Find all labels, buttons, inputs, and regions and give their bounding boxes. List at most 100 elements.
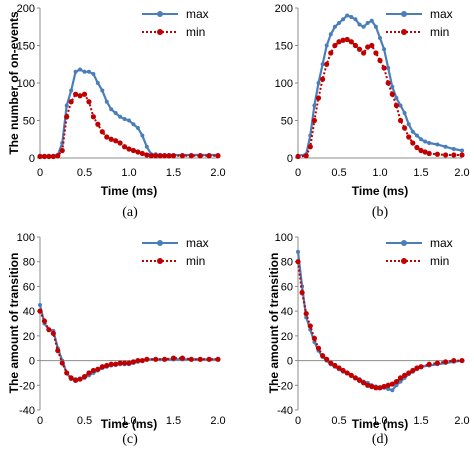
data-point-min [320,76,326,82]
data-point-min [99,129,105,135]
legend-marker-min [157,29,163,35]
data-point-max [122,117,127,121]
data-point-min [385,80,391,86]
data-point-min [426,361,432,367]
data-point-max [353,17,358,22]
data-point-min [188,153,194,159]
y-axis-title: The number of on-events [7,11,21,155]
data-point-max [135,126,140,130]
data-point-min [348,372,354,378]
data-point-max [38,302,42,307]
y-tick-label: 60 [281,281,293,293]
data-point-min [126,146,132,152]
data-point-min [153,153,159,159]
y-axis-title: The amount of transition [267,253,281,394]
data-point-min [77,376,83,382]
chart-panel-a: 0 50 100 150 200 0 0.5 1.0 1.5 2.0 Time (ms) The nu… [7,3,226,220]
data-point-min [393,378,399,385]
panel-caption: (b) [372,205,389,220]
legend-label-min: min [186,25,205,39]
data-point-min [389,381,395,387]
series-line-min [297,261,462,389]
y-tick-label: 200 [17,3,35,15]
data-point-min [307,323,313,329]
x-axis-title: Time (ms) [101,184,157,198]
data-point-min [340,37,346,43]
series-line-min [297,38,462,158]
data-point-max [78,67,83,72]
y-tick-label: 0 [287,356,293,368]
data-point-max [435,142,440,147]
data-point-min [46,327,52,333]
data-point-min [410,367,416,374]
y-tick-label: 80 [281,257,293,269]
data-point-min [451,357,457,364]
data-point-max [91,72,96,76]
data-point-min [299,290,305,296]
x-tick-label: 0.5 [331,415,346,427]
data-point-min [410,140,416,146]
x-axis-title: Time (ms) [352,184,408,198]
data-point-min [104,362,110,369]
data-point-max [131,122,136,127]
data-point-max [337,21,341,25]
data-point-min [369,42,375,49]
data-point-min [55,348,61,354]
data-point-min [377,385,383,391]
data-point-min [324,61,330,67]
data-point-min [41,153,48,160]
data-point-max [316,81,321,85]
x-tick-label: 1.5 [166,167,181,179]
data-point-min [126,360,132,366]
data-point-max [390,388,395,393]
data-point-min [64,114,70,120]
x-tick-label: 2.0 [454,415,469,427]
y-tick-label: 0 [29,153,35,165]
data-point-min [117,360,123,366]
data-point-min [393,102,399,109]
y-tick-label: 40 [281,306,293,318]
data-point-min [373,385,379,391]
legend-label-max: max [186,7,209,21]
y-tick-label: 50 [281,116,293,128]
x-axis-title: Time (ms) [101,417,157,431]
data-point-max [118,114,123,119]
data-point-max [398,379,403,384]
data-point-min [113,138,119,144]
data-point-min [81,91,88,97]
data-point-min [443,152,449,158]
data-point-min [46,153,52,160]
data-point-min [397,117,404,124]
y-tick-label: -20 [277,380,293,392]
data-point-min [188,356,194,362]
y-tick-label: 100 [17,78,35,90]
y-tick-label: -20 [19,380,35,392]
data-point-min [365,44,371,50]
x-tick-label: 2.0 [210,167,225,179]
data-point-min [206,356,212,362]
data-point-max [394,96,399,100]
data-point-min [348,39,354,45]
x-tick-label: 1.5 [413,415,428,427]
data-point-min [157,153,163,159]
data-point-max [386,386,391,391]
series-line-min [39,310,218,382]
x-axis-title: Time (ms) [352,417,408,431]
panel-caption: (c) [122,432,138,447]
legend-label-max: max [430,236,453,250]
x-tick-label: 1.0 [121,415,136,427]
y-tick-label: 60 [23,281,35,293]
data-point-min [389,91,395,97]
x-tick-label: 1.0 [372,415,387,427]
data-point-max [95,81,100,85]
legend-marker-min [401,258,407,264]
data-point-max [86,69,91,74]
data-point-min [139,357,145,364]
x-tick-label: 0.5 [331,167,346,179]
data-point-max [386,66,391,70]
chart-panel-c: -40 -20 0 20 40 60 80 100 0 0.5 1.0 1.5 2.0 Time (ms)… [7,232,226,447]
data-point-min [108,361,114,367]
legend-marker-min [157,258,163,264]
data-point-min [381,65,387,71]
data-point-min [426,150,432,157]
